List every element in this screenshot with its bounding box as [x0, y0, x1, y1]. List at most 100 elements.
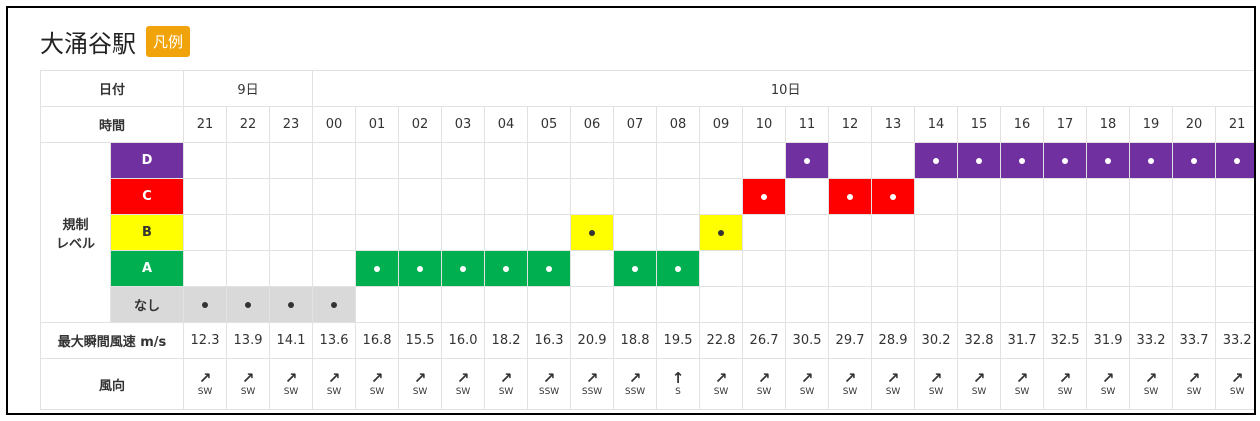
- level-cell: [570, 178, 615, 215]
- wind-arrow: ↗: [198, 369, 212, 387]
- wind-direction: SW: [713, 387, 729, 397]
- wind-direction-cell: ↗ SW: [183, 358, 228, 410]
- time-label: 時間: [40, 106, 185, 143]
- level-dot: [1234, 158, 1241, 164]
- level-dot: [761, 194, 768, 200]
- level-cell: [398, 142, 443, 179]
- level-cell: [312, 142, 357, 179]
- level-cell: [226, 214, 271, 251]
- wind-direction: SSW: [624, 387, 646, 397]
- level-dot: [589, 230, 596, 236]
- wind-direction: SW: [1229, 387, 1245, 397]
- wind-arrow: ↗: [1015, 369, 1029, 387]
- wind-arrow: ↗: [1230, 369, 1244, 387]
- level-row: B: [41, 214, 1254, 251]
- wind-speed-label: 最大瞬間風速 m/s: [40, 322, 185, 359]
- wind-arrow: ↗: [972, 369, 986, 387]
- level-cell: [828, 214, 873, 251]
- level-cell: [312, 250, 357, 287]
- wind-direction-cell: ↗ SW: [1172, 358, 1217, 410]
- wind-arrow: ↗: [757, 369, 771, 387]
- level-cell: [828, 250, 873, 287]
- level-cell: [613, 250, 658, 287]
- wind-direction-row: 風向 ↗ SW ↗ SW ↗ SW ↗ SW ↗ SW ↗ SW ↗ SW ↗ SW ↗ SSW ↗ SSW ↗ SSW ↑ S…: [40, 358, 1254, 410]
- level-dot: [245, 302, 252, 308]
- level-cell: [1172, 142, 1217, 179]
- level-dot: [1148, 158, 1155, 164]
- wind-direction-cell: ↗ SW: [828, 358, 873, 410]
- level-cell: [1215, 178, 1254, 215]
- level-cell: [269, 178, 314, 215]
- hour-cell: 16: [1000, 106, 1045, 143]
- level-cell: [441, 214, 486, 251]
- level-dot: [1019, 158, 1026, 164]
- wind-direction-cell: ↗ SW: [785, 358, 830, 410]
- wind-speed: 33.2: [1129, 322, 1174, 359]
- level-cell: [527, 214, 572, 251]
- wind-direction-cell: ↗ SW: [1000, 358, 1045, 410]
- level-cell: [1172, 214, 1217, 251]
- wind-direction: SW: [1014, 387, 1030, 397]
- level-cell: [785, 178, 830, 215]
- level-name: A: [109, 250, 185, 287]
- level-dot: [331, 302, 338, 308]
- wind-speed: 29.7: [828, 322, 873, 359]
- level-cell: [957, 142, 1002, 179]
- wind-direction-cell: ↗ SW: [699, 358, 744, 410]
- wind-direction: SW: [1057, 387, 1073, 397]
- hour-cell: 00: [312, 106, 357, 143]
- hour-cell: 22: [226, 106, 271, 143]
- level-cell: [269, 142, 314, 179]
- wind-direction-cell: ↗ SW: [398, 358, 443, 410]
- level-cell: [312, 286, 357, 323]
- hour-cell: 05: [527, 106, 572, 143]
- hour-cell: 23: [269, 106, 314, 143]
- time-row: 時間 21 22 23 00 01 02 03 04 05 06 07 08 09 10 11 12 13 14 15…: [40, 106, 1254, 143]
- level-cell: [613, 178, 658, 215]
- wind-arrow: ↗: [714, 369, 728, 387]
- level-cell: [355, 250, 400, 287]
- level-cell: [1086, 142, 1131, 179]
- station-title: 大涌谷駅: [40, 30, 136, 58]
- wind-direction-cell: ↗ SW: [269, 358, 314, 410]
- wind-direction: SW: [498, 387, 514, 397]
- wind-arrow: ↗: [585, 369, 599, 387]
- wind-arrow: ↗: [370, 369, 384, 387]
- level-cell: [828, 286, 873, 323]
- level-cell: [1043, 142, 1088, 179]
- wind-direction: S: [675, 387, 681, 397]
- hour-cell: 10: [742, 106, 787, 143]
- wind-direction: SSW: [581, 387, 603, 397]
- date-row: 日付 9日 10日: [40, 70, 1254, 107]
- wind-direction-cell: ↗ SSW: [570, 358, 615, 410]
- wind-direction-cell: ↗ SSW: [527, 358, 572, 410]
- level-cell: [484, 250, 529, 287]
- hour-cell: 15: [957, 106, 1002, 143]
- level-cell: [355, 286, 400, 323]
- level-cell: [656, 142, 701, 179]
- level-cell: [226, 142, 271, 179]
- wind-direction-cell: ↗ SW: [957, 358, 1002, 410]
- level-cell: [269, 250, 314, 287]
- level-cell: [1000, 178, 1045, 215]
- wind-direction: SW: [412, 387, 428, 397]
- level-cell: [1043, 178, 1088, 215]
- level-cell: [570, 142, 615, 179]
- wind-arrow: ↗: [499, 369, 513, 387]
- legend-button[interactable]: 凡例: [146, 26, 191, 57]
- wind-direction-cell: ↗ SSW: [613, 358, 658, 410]
- level-cell: [871, 286, 916, 323]
- level-cell: [1000, 214, 1045, 251]
- level-dot: [804, 158, 811, 164]
- level-cell: [742, 178, 787, 215]
- level-cell: [914, 286, 959, 323]
- wind-direction-cell: ↗ SW: [1086, 358, 1131, 410]
- level-cell: [613, 214, 658, 251]
- level-row: なし: [41, 286, 1254, 323]
- wind-direction-cell: ↗ SW: [1129, 358, 1174, 410]
- date-cell: 10日: [312, 70, 1254, 107]
- wind-direction-cell: ↗ SW: [871, 358, 916, 410]
- level-cell: [785, 214, 830, 251]
- wind-arrow: ↗: [284, 369, 298, 387]
- wind-speed: 18.2: [484, 322, 529, 359]
